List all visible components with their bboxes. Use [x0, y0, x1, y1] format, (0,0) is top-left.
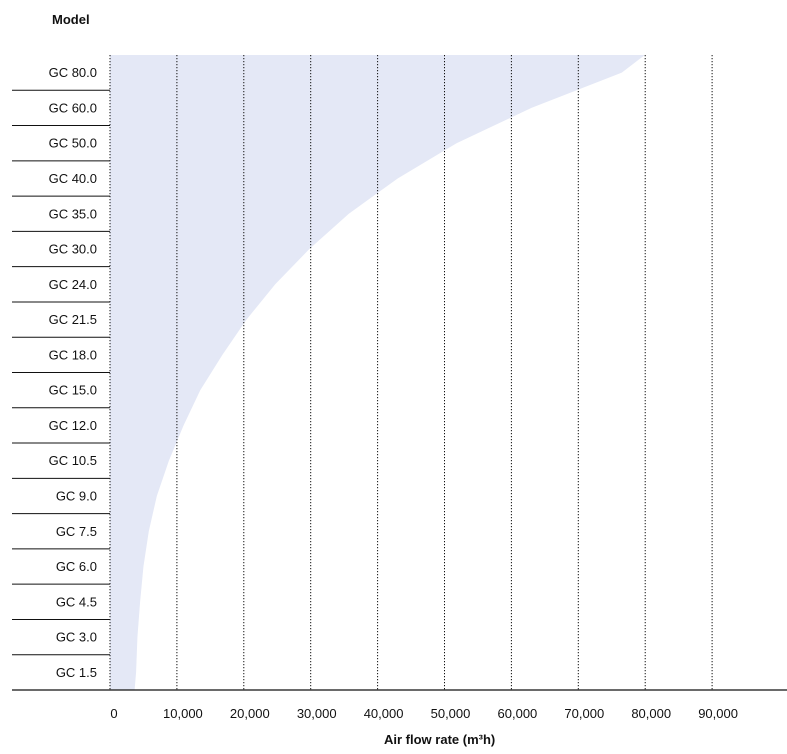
y-tick-label: GC 10.5	[49, 453, 97, 468]
y-tick-label: GC 12.0	[49, 418, 97, 433]
operating-range-area	[110, 55, 645, 690]
y-tick-label: GC 30.0	[49, 242, 97, 257]
y-tick-label: GC 6.0	[56, 559, 97, 574]
x-tick-label: 10,000	[163, 706, 203, 721]
y-tick-label: GC 35.0	[49, 206, 97, 221]
y-tick-label: GC 7.5	[56, 524, 97, 539]
y-tick-label: GC 40.0	[49, 171, 97, 186]
y-tick-label: GC 50.0	[49, 136, 97, 151]
x-tick-label: 0	[110, 706, 117, 721]
x-tick-label: 30,000	[297, 706, 337, 721]
y-tick-label: GC 15.0	[49, 383, 97, 398]
y-tick-label: GC 24.0	[49, 277, 97, 292]
y-tick-label: GC 3.0	[56, 630, 97, 645]
x-tick-label: 40,000	[364, 706, 404, 721]
y-tick-label: GC 4.5	[56, 594, 97, 609]
x-axis-title: Air flow rate (m³h)	[384, 732, 496, 747]
x-tick-label: 90,000	[698, 706, 738, 721]
y-tick-label: GC 9.0	[56, 488, 97, 503]
y-tick-label: GC 18.0	[49, 347, 97, 362]
y-tick-label: GC 80.0	[49, 65, 97, 80]
y-tick-label: GC 1.5	[56, 665, 97, 680]
y-axis-title: Model	[52, 12, 90, 27]
y-tick-label: GC 60.0	[49, 100, 97, 115]
x-tick-label: 60,000	[498, 706, 538, 721]
x-tick-label: 70,000	[564, 706, 604, 721]
x-tick-label: 50,000	[431, 706, 471, 721]
x-tick-label: 80,000	[631, 706, 671, 721]
x-tick-label: 20,000	[230, 706, 270, 721]
y-tick-label: GC 21.5	[49, 312, 97, 327]
